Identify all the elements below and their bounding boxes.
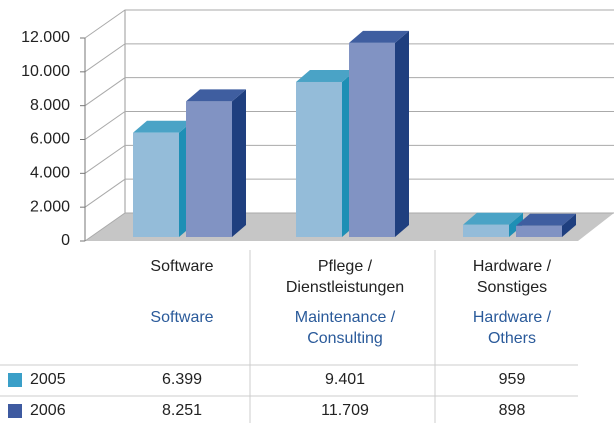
y-tick-label: 8.000 [30,97,70,114]
bar [186,101,232,237]
bar [516,225,562,237]
grid-line [84,43,614,73]
category-label: Pflege / Dienstleistungen [285,258,405,296]
category-label-en: Hardware / Others [472,309,552,347]
grid-line [84,212,614,242]
y-tick-label: 2.000 [30,198,70,215]
category-label-en: Software [150,309,214,326]
grid-line [84,77,614,107]
bar-top [463,212,523,225]
bar-side [562,213,576,237]
value-label: 6.399 [162,371,202,388]
value-label: 9.401 [325,371,365,388]
y-tick-label: 12.000 [21,29,70,46]
bar-side [232,89,246,237]
legend-label: 2005 [30,371,66,388]
bar [463,224,509,237]
grid-line [84,111,614,140]
category-label-en: Maintenance / Consulting [294,309,396,347]
value-label: 11.709 [321,402,369,419]
value-label: 8.251 [162,402,202,419]
legend-label: 2006 [30,402,66,419]
bar-top [186,89,246,102]
bar [296,81,342,237]
bar-side [509,212,523,237]
grid-line [84,178,614,208]
grid-line [84,144,614,174]
value-label: 959 [499,371,526,388]
bar [349,42,395,238]
value-label: 898 [499,402,526,419]
legend-swatch [8,373,22,387]
bar-top [296,69,356,82]
bar-top [349,30,409,43]
bar [133,132,179,237]
y-tick-label: 0 [61,232,70,249]
bar-top [133,120,193,133]
y-tick-label: 10.000 [21,63,70,80]
category-label: Software [150,258,214,275]
category-label: Hardware / Sonstiges [472,258,552,296]
y-tick-label: 4.000 [30,165,70,182]
legend-swatch [8,404,22,418]
y-tick-label: 6.000 [30,131,70,148]
grid-line [84,9,614,39]
bar-side [395,30,409,238]
bar-top [516,213,576,226]
